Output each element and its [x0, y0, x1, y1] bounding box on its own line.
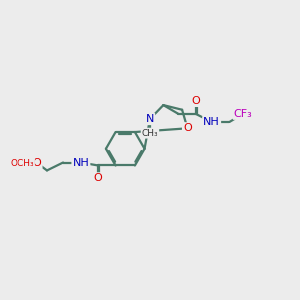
Text: CH₃: CH₃ [142, 129, 158, 138]
Text: O: O [33, 158, 41, 168]
Text: CF₃: CF₃ [234, 109, 253, 119]
Text: O: O [94, 173, 103, 183]
Text: NH: NH [203, 117, 220, 127]
Text: N: N [146, 114, 154, 124]
Text: O: O [191, 96, 200, 106]
Text: O: O [183, 123, 192, 133]
Text: NH: NH [73, 158, 89, 167]
Text: OCH₃: OCH₃ [11, 158, 34, 167]
